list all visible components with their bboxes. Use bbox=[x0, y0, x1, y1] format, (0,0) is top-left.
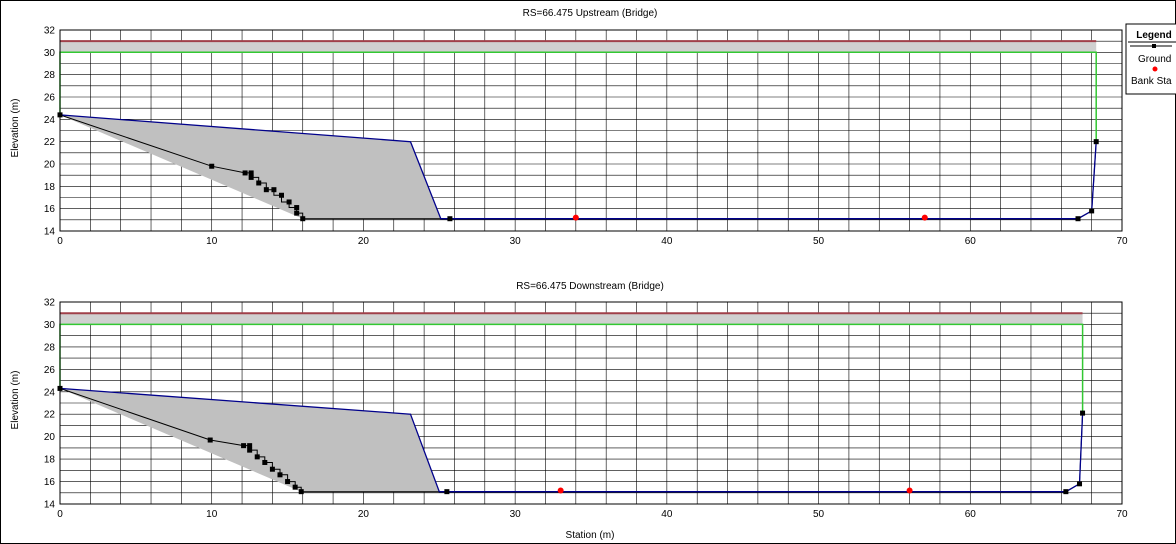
ground-marker bbox=[1075, 216, 1081, 222]
ground-marker bbox=[1093, 139, 1099, 145]
y-tick-label: 16 bbox=[44, 204, 56, 215]
x-tick-label: 60 bbox=[965, 509, 977, 520]
x-tick-label: 50 bbox=[813, 509, 825, 520]
legend-item-ground: Ground bbox=[1138, 54, 1171, 65]
ground-marker bbox=[248, 174, 254, 180]
ground-marker bbox=[271, 187, 277, 193]
y-tick-label: 16 bbox=[44, 477, 56, 488]
ground-marker bbox=[269, 466, 275, 472]
x-tick-label: 0 bbox=[57, 236, 63, 247]
panel-title: RS=66.475 Upstream (Bridge) bbox=[523, 8, 658, 19]
legend-bank-marker bbox=[1152, 66, 1158, 72]
x-tick-label: 0 bbox=[57, 509, 63, 520]
y-tick-label: 18 bbox=[44, 182, 56, 193]
legend-title: Legend bbox=[1136, 30, 1172, 41]
ground-marker bbox=[256, 180, 262, 186]
legend: Legend Ground Bank Sta bbox=[1125, 23, 1176, 95]
x-axis-label: Station (m) bbox=[566, 530, 615, 541]
y-tick-label: 24 bbox=[44, 115, 56, 126]
plot-border bbox=[59, 29, 1123, 232]
x-tick-label: 20 bbox=[358, 236, 370, 247]
ground-marker bbox=[286, 199, 292, 205]
ground-marker bbox=[263, 187, 269, 193]
ground-marker bbox=[247, 447, 253, 453]
ground-marker bbox=[300, 216, 306, 222]
upstream-panel: RS=66.475 Upstream (Bridge) Elevation (m… bbox=[10, 8, 1128, 247]
ground-marker bbox=[444, 489, 450, 495]
ground-marker bbox=[298, 489, 304, 495]
x-tick-label: 10 bbox=[206, 236, 218, 247]
legend-ground-marker bbox=[1152, 44, 1156, 48]
y-tick-label: 20 bbox=[44, 160, 56, 171]
x-tick-label: 30 bbox=[510, 236, 522, 247]
plot-border bbox=[59, 301, 1123, 505]
y-tick-label: 14 bbox=[44, 500, 56, 511]
bridge-profile-line bbox=[59, 387, 1084, 493]
y-tick-label: 24 bbox=[44, 387, 56, 398]
y-tick-label: 20 bbox=[44, 432, 56, 443]
abutment-fill bbox=[60, 388, 440, 492]
downstream-panel: RS=66.475 Downstream (Bridge) Elevation … bbox=[10, 281, 1128, 541]
y-tick-label: 32 bbox=[44, 298, 56, 309]
y-axis-label: Elevation (m) bbox=[10, 371, 21, 430]
bridge-deck bbox=[60, 41, 1097, 53]
x-tick-label: 60 bbox=[965, 236, 977, 247]
y-tick-label: 14 bbox=[44, 227, 56, 238]
x-tick-label: 10 bbox=[206, 509, 218, 520]
ground-marker bbox=[285, 479, 291, 485]
bank-station-marker bbox=[572, 214, 579, 221]
ground-marker bbox=[294, 205, 300, 211]
x-tick-label: 40 bbox=[661, 509, 673, 520]
legend-item-bank-sta: Bank Sta bbox=[1131, 76, 1172, 87]
x-tick-label: 50 bbox=[813, 236, 825, 247]
y-tick-label: 18 bbox=[44, 455, 56, 466]
ground-marker bbox=[242, 170, 248, 176]
bank-station-marker bbox=[557, 487, 564, 494]
ground-marker bbox=[279, 192, 285, 198]
bank-station-marker bbox=[906, 487, 913, 494]
ground-marker bbox=[262, 459, 268, 465]
x-tick-label: 40 bbox=[661, 236, 673, 247]
bridge-profile-line bbox=[59, 114, 1097, 220]
ground-marker bbox=[247, 443, 253, 449]
y-tick-label: 22 bbox=[44, 137, 56, 148]
y-tick-label: 28 bbox=[44, 342, 56, 353]
ground-marker bbox=[241, 443, 247, 449]
ground-marker bbox=[254, 454, 260, 460]
y-axis-label: Elevation (m) bbox=[10, 99, 21, 158]
y-tick-label: 30 bbox=[44, 320, 56, 331]
ground-marker bbox=[294, 210, 300, 216]
x-tick-label: 70 bbox=[1116, 509, 1128, 520]
ground-marker bbox=[292, 484, 298, 490]
abutment-fill bbox=[60, 114, 441, 219]
bank-station-marker bbox=[921, 214, 928, 221]
y-tick-label: 22 bbox=[44, 410, 56, 421]
y-tick-label: 28 bbox=[44, 70, 56, 81]
ground-marker bbox=[447, 216, 453, 222]
y-tick-label: 32 bbox=[44, 26, 56, 37]
bridge-deck bbox=[60, 313, 1083, 325]
x-tick-label: 20 bbox=[358, 509, 370, 520]
ground-marker bbox=[1089, 208, 1095, 214]
x-tick-label: 70 bbox=[1116, 236, 1128, 247]
ground-marker bbox=[209, 163, 215, 169]
ground-marker bbox=[1080, 410, 1086, 416]
y-tick-label: 26 bbox=[44, 365, 56, 376]
ground-marker bbox=[1063, 489, 1069, 495]
ground-marker bbox=[248, 170, 254, 176]
ground-marker bbox=[207, 437, 213, 443]
legend-box bbox=[1125, 23, 1176, 95]
ground-marker bbox=[1077, 481, 1083, 487]
x-tick-label: 30 bbox=[510, 509, 522, 520]
y-tick-label: 30 bbox=[44, 48, 56, 59]
ground-marker bbox=[277, 472, 283, 478]
y-tick-label: 26 bbox=[44, 93, 56, 104]
panel-title: RS=66.475 Downstream (Bridge) bbox=[516, 281, 664, 292]
